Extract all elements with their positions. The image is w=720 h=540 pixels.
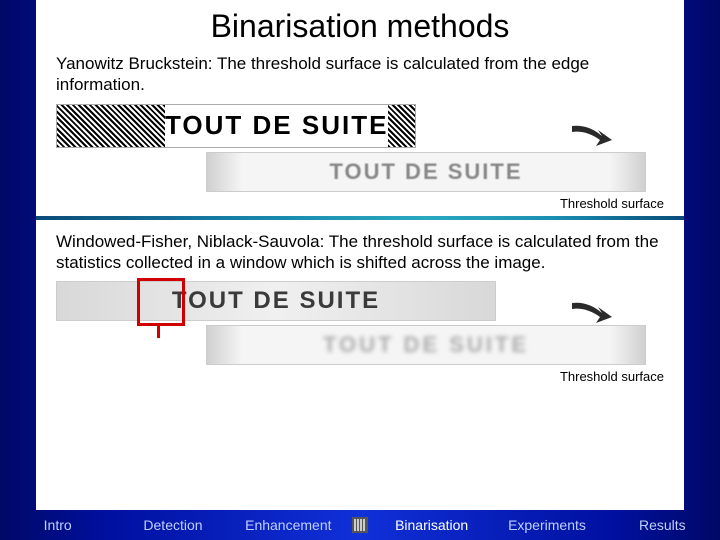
section2-paragraph: Windowed-Fisher, Niblack-Sauvola: The th… (56, 231, 664, 274)
section1-surface-image: TOUT DE SUITE (56, 152, 664, 192)
section1-binarised-image: TOUT DE SUITE (56, 104, 664, 148)
noise-region-right (388, 105, 416, 147)
slide-title: Binarisation methods (56, 8, 664, 45)
section1-caption: Threshold surface (56, 196, 664, 211)
threshold-surface-strip-2: TOUT DE SUITE (206, 325, 646, 365)
section1-paragraph: Yanowitz Bruckstein: The threshold surfa… (56, 53, 664, 96)
nav-detection[interactable]: Detection (115, 517, 230, 533)
nav-intro[interactable]: Intro (0, 517, 115, 533)
sliding-window-marker (137, 278, 185, 326)
threshold-surface-strip: TOUT DE SUITE (206, 152, 646, 192)
nav-logo-icon (350, 515, 370, 535)
gray-input-strip: TOUT DE SUITE (56, 281, 496, 321)
nav-experiments[interactable]: Experiments (489, 517, 604, 533)
section2-input-image: TOUT DE SUITE (56, 281, 664, 321)
nav-results[interactable]: Results (605, 517, 720, 533)
surface-text: TOUT DE SUITE (329, 159, 522, 185)
strip-text: TOUT DE SUITE (172, 287, 380, 315)
nav-enhancement[interactable]: Enhancement (231, 517, 346, 533)
noise-region-left (57, 105, 165, 147)
surface-text-2: TOUT DE SUITE (323, 332, 529, 358)
section2-surface-image: TOUT DE SUITE (56, 325, 664, 365)
arrow-down-icon (568, 122, 614, 154)
nav-binarisation[interactable]: Binarisation (374, 517, 489, 533)
slide-content: Binarisation methods Yanowitz Bruckstein… (36, 0, 684, 510)
bottom-nav: Intro Detection Enhancement Binarisation… (0, 510, 720, 540)
section2-caption: Threshold surface (56, 369, 664, 384)
binarised-strip: TOUT DE SUITE (56, 104, 416, 148)
binarised-text: TOUT DE SUITE (165, 110, 388, 141)
section-divider (36, 215, 684, 221)
